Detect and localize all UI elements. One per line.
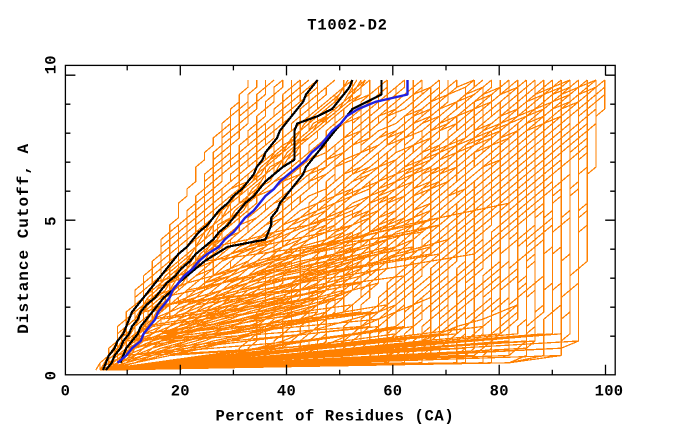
svg-text:Percent of Residues (CA): Percent of Residues (CA)	[215, 408, 454, 426]
svg-text:0: 0	[43, 371, 61, 381]
svg-text:5: 5	[43, 216, 61, 226]
svg-text:80: 80	[490, 383, 509, 401]
svg-text:10: 10	[43, 55, 61, 74]
svg-text:20: 20	[171, 383, 190, 401]
svg-text:40: 40	[277, 383, 296, 401]
svg-text:100: 100	[595, 383, 624, 401]
svg-text:Distance Cutoff, A: Distance Cutoff, A	[15, 143, 33, 334]
svg-text:60: 60	[383, 383, 402, 401]
svg-text:T1002-D2: T1002-D2	[307, 17, 387, 35]
svg-text:0: 0	[61, 383, 71, 401]
